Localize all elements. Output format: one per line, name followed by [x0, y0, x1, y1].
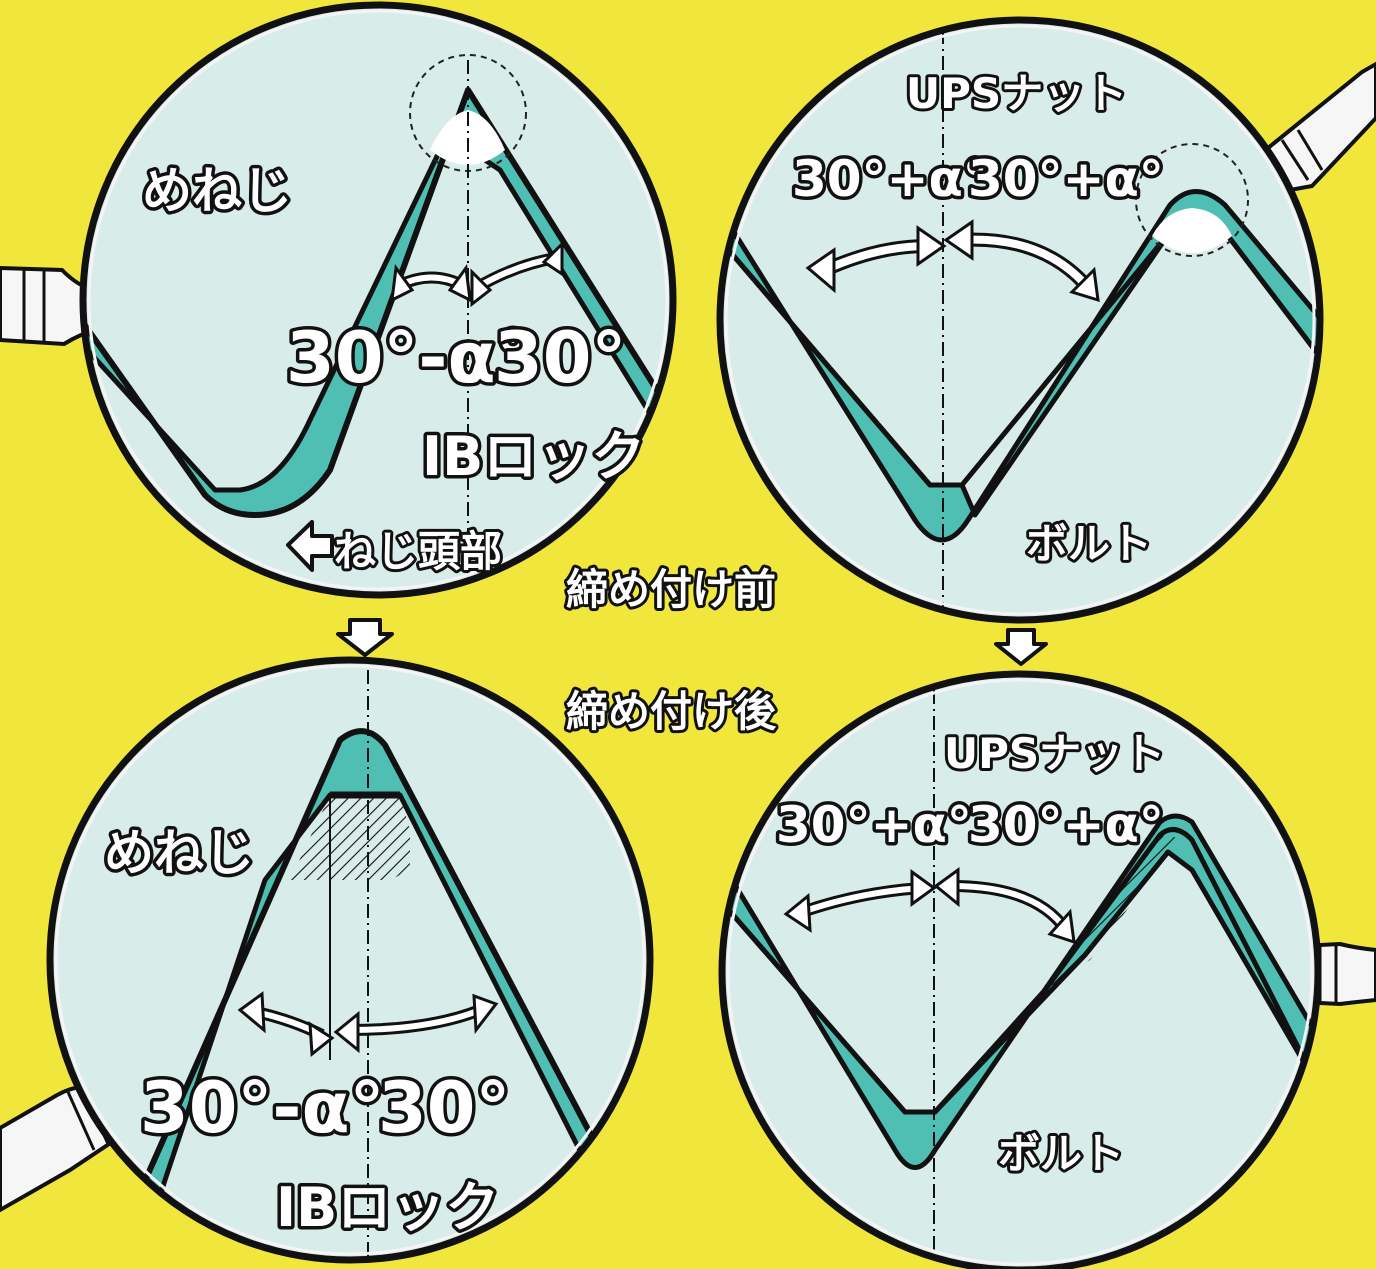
double-arrow-icon	[783, 869, 937, 933]
product-label: IBロック	[422, 425, 645, 488]
panel-ib-after: めねじ 30°-α° 30° IBロック	[46, 656, 654, 1264]
panel-ib-before: めねじ 30°-α° 30° IBロック ねじ頭部	[79, 1, 677, 599]
angle-right-label: 30°+α°	[968, 796, 1164, 854]
double-arrow-icon	[470, 240, 564, 308]
product-label: IBロック	[276, 1176, 499, 1239]
angle-left-label: 30°+α°	[776, 796, 972, 854]
panel-ups-before: UPSナット 30°+α° 30°+α° ボルト	[716, 16, 1324, 624]
double-arrow-icon	[943, 219, 1100, 303]
female-thread-profile	[107, 728, 623, 1260]
female-thread-profile	[83, 87, 663, 518]
angle-right-label: 30°	[378, 1067, 510, 1149]
angle-left-label: 30°-α°	[286, 317, 531, 399]
angle-right-label: 30°+α°	[968, 150, 1164, 208]
lens	[50, 660, 650, 1260]
double-arrow-icon	[333, 993, 499, 1054]
stage-before-label: 締め付け前	[566, 565, 776, 614]
nut-label: UPSナット	[944, 729, 1165, 778]
angle-right-label: 30°	[494, 317, 626, 399]
double-arrow-icon	[805, 225, 947, 294]
nut-thread-profile	[722, 827, 1318, 1115]
stage-after-label: 締め付け後	[566, 687, 777, 736]
double-arrow-icon	[933, 867, 1076, 945]
nut-label: UPSナット	[906, 69, 1127, 118]
panel-ups-after: UPSナット 30°+α° 30°+α° ボルト	[718, 670, 1322, 1269]
female-thread-label: めねじ	[104, 824, 254, 882]
angle-left-label: 30°-α°	[140, 1067, 385, 1149]
head-direction-label: ねじ頭部	[334, 527, 502, 576]
lens	[720, 20, 1320, 620]
angle-left-label: 30°+α°	[792, 150, 988, 208]
bolt-label: ボルト	[1026, 519, 1152, 568]
female-thread-label: めねじ	[142, 162, 292, 220]
bolt-thread-band	[722, 813, 1318, 1170]
double-arrow-icon	[237, 991, 335, 1057]
down-arrow-icon	[994, 628, 1048, 666]
bolt-label: ボルト	[998, 1129, 1124, 1178]
down-arrow-icon	[336, 618, 394, 657]
left-arrow-icon	[286, 520, 334, 572]
double-arrow-icon	[390, 264, 472, 303]
